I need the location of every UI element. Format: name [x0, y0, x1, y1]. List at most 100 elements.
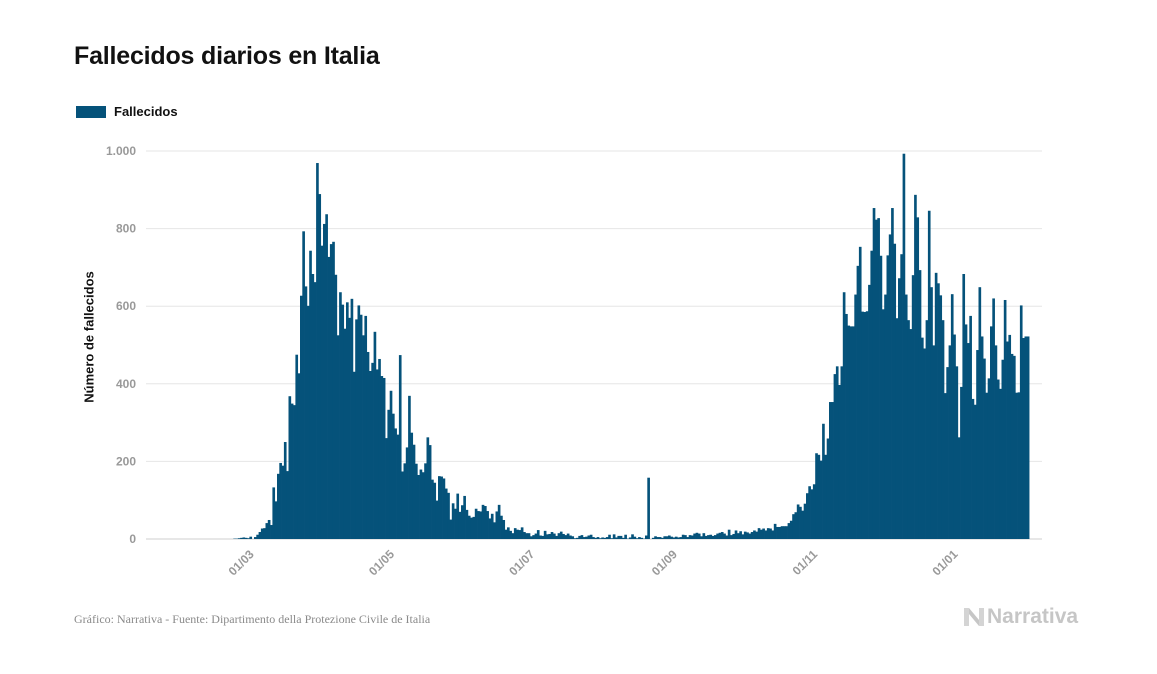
bar — [967, 343, 970, 539]
bar — [1003, 299, 1007, 539]
bar — [884, 294, 887, 539]
bar — [339, 292, 342, 539]
bar — [633, 536, 637, 539]
bar — [819, 460, 823, 539]
bar — [329, 244, 333, 539]
bar — [387, 409, 391, 539]
bar — [863, 312, 867, 539]
bar — [242, 537, 246, 539]
bar — [817, 454, 821, 539]
bar — [371, 362, 374, 539]
bar — [493, 522, 496, 539]
bar — [808, 486, 811, 539]
bar — [617, 535, 621, 539]
bar — [516, 529, 519, 539]
bar — [477, 511, 480, 539]
bar — [971, 398, 975, 539]
bar — [987, 378, 991, 539]
bar — [456, 493, 460, 539]
bar — [504, 529, 508, 539]
bar — [465, 509, 469, 539]
bar — [562, 533, 565, 539]
bar — [392, 413, 395, 539]
bar — [578, 535, 581, 539]
bar — [1017, 392, 1021, 539]
bar — [569, 535, 572, 539]
bar — [852, 326, 855, 539]
bar — [939, 295, 943, 539]
bar — [707, 535, 710, 539]
x-axis-ticks: 01/03 01/05 01/07 01/09 01/11 01/01 — [226, 547, 961, 578]
bar — [824, 454, 828, 539]
brand-logo[interactable]: Narrativa — [964, 605, 1078, 629]
bar — [352, 371, 356, 539]
bar — [700, 536, 703, 539]
bar — [806, 493, 809, 539]
bar — [428, 445, 432, 539]
bar — [555, 535, 558, 539]
bar — [382, 377, 386, 539]
bar — [336, 335, 340, 539]
bar — [481, 504, 485, 539]
bar — [364, 315, 368, 539]
bar — [263, 528, 266, 539]
bar — [509, 530, 512, 539]
bar — [953, 334, 956, 539]
bar — [635, 538, 639, 539]
bar — [799, 506, 802, 539]
bar — [594, 537, 598, 539]
bar — [553, 533, 556, 539]
bar — [985, 392, 989, 539]
bar — [769, 528, 772, 539]
bar — [442, 478, 446, 539]
bar — [709, 534, 713, 539]
brand-name: Narrativa — [987, 605, 1079, 628]
bar — [240, 537, 243, 539]
bar — [1008, 334, 1012, 539]
bar — [973, 404, 977, 539]
bar — [327, 256, 331, 539]
bar — [318, 194, 322, 539]
bar — [281, 465, 285, 539]
bar — [693, 533, 696, 539]
bar — [500, 515, 503, 539]
bar — [270, 525, 273, 539]
bar — [286, 471, 289, 539]
bar — [840, 366, 844, 539]
bar — [438, 476, 441, 539]
bar — [907, 320, 910, 539]
bar — [309, 250, 312, 539]
bar — [355, 319, 358, 539]
bar — [886, 255, 890, 539]
bar — [463, 495, 466, 539]
bar — [467, 515, 471, 539]
bar — [681, 534, 685, 539]
legend-label: Fallecidos — [114, 104, 178, 119]
bar — [295, 354, 299, 539]
bar — [582, 537, 586, 539]
bar — [283, 442, 287, 539]
bar — [346, 302, 349, 539]
bar — [854, 294, 857, 539]
bar — [766, 528, 770, 539]
bar — [541, 535, 545, 539]
bar — [932, 345, 936, 539]
bar — [247, 538, 250, 539]
bar — [396, 434, 400, 539]
bar — [911, 275, 915, 539]
bar — [532, 535, 535, 539]
bar — [369, 371, 372, 539]
bar — [497, 504, 501, 539]
bar — [927, 210, 931, 539]
narrativa-logo-icon — [964, 608, 984, 626]
bar — [757, 528, 761, 539]
bar — [470, 517, 473, 539]
bar — [1022, 338, 1025, 539]
bar — [679, 537, 683, 539]
x-tick-label: 01/01 — [929, 547, 960, 578]
bar — [672, 537, 676, 539]
bar — [320, 245, 324, 540]
bar — [440, 476, 443, 539]
bar — [306, 305, 310, 539]
bar — [605, 537, 609, 539]
